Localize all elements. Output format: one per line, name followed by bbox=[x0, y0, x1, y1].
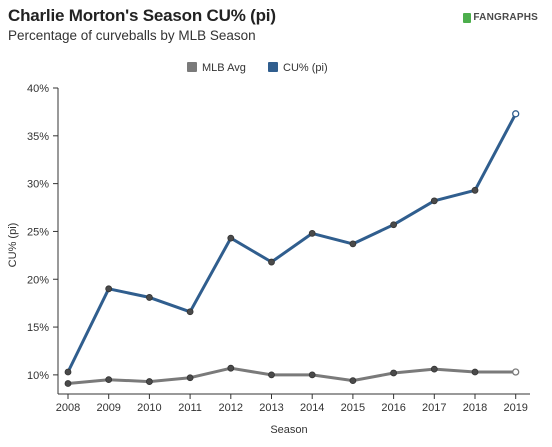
data-point-cu-pi[interactable] bbox=[390, 221, 398, 229]
data-point-cu-pi[interactable] bbox=[512, 110, 520, 118]
y-tick-label: 40% bbox=[27, 83, 49, 95]
series-line-cu-pi bbox=[66, 113, 518, 373]
series-line-mlb-avg bbox=[67, 366, 516, 385]
x-tick-label: 2018 bbox=[463, 402, 487, 414]
chart-title: Charlie Morton's Season CU% (pi) bbox=[8, 6, 276, 25]
y-tick-label: 10% bbox=[27, 370, 49, 382]
x-tick-label: 2017 bbox=[422, 402, 446, 414]
data-point-mlb-avg[interactable] bbox=[512, 368, 520, 376]
data-point-cu-pi[interactable] bbox=[227, 234, 235, 242]
data-point-mlb-avg[interactable] bbox=[64, 380, 72, 387]
y-tick-label: 15% bbox=[27, 322, 49, 334]
chart-subtitle: Percentage of curveballs by MLB Season bbox=[8, 28, 256, 43]
x-tick-label: 2014 bbox=[300, 402, 324, 414]
x-tick-label: 2012 bbox=[219, 402, 243, 414]
fangraphs-logo: FANGRAPHS bbox=[463, 12, 538, 23]
x-tick-label: 2009 bbox=[96, 402, 120, 414]
data-point-cu-pi[interactable] bbox=[308, 229, 316, 237]
data-point-mlb-avg[interactable] bbox=[227, 364, 235, 372]
data-point-mlb-avg[interactable] bbox=[268, 371, 275, 379]
legend-swatch-cu-pi bbox=[268, 62, 278, 72]
fangraphs-logo-text: FANGRAPHS bbox=[473, 12, 538, 23]
x-tick-label: 2008 bbox=[56, 402, 80, 414]
x-tick-label: 2013 bbox=[259, 402, 283, 414]
data-point-mlb-avg[interactable] bbox=[349, 377, 357, 385]
data-point-cu-pi[interactable] bbox=[471, 186, 479, 194]
data-point-cu-pi[interactable] bbox=[105, 285, 113, 293]
x-tick-label: 2016 bbox=[381, 402, 405, 414]
data-point-cu-pi[interactable] bbox=[268, 258, 275, 266]
legend: MLB Avg CU% (pi) bbox=[187, 62, 328, 74]
data-point-mlb-avg[interactable] bbox=[471, 368, 479, 376]
fangraphs-logo-icon bbox=[463, 12, 472, 23]
y-tick-label: 25% bbox=[27, 226, 49, 238]
series-layer bbox=[64, 110, 520, 387]
data-point-cu-pi[interactable] bbox=[349, 240, 357, 248]
data-point-cu-pi[interactable] bbox=[430, 197, 438, 205]
x-axis-label: Season bbox=[270, 424, 307, 436]
x-tick-label: 2010 bbox=[137, 402, 161, 414]
data-point-mlb-avg[interactable] bbox=[145, 378, 153, 385]
y-tick-label: 20% bbox=[27, 274, 49, 286]
legend-label-mlb-avg[interactable]: MLB Avg bbox=[202, 62, 246, 74]
y-tick-label: 35% bbox=[27, 131, 49, 143]
x-tick-label: 2015 bbox=[341, 402, 365, 414]
y-tick-label: 30% bbox=[27, 179, 49, 191]
legend-label-cu-pi[interactable]: CU% (pi) bbox=[283, 62, 328, 74]
x-tick-label: 2011 bbox=[178, 402, 202, 414]
legend-swatch-mlb-avg bbox=[187, 62, 197, 72]
data-point-cu-pi[interactable] bbox=[186, 308, 194, 316]
data-point-mlb-avg[interactable] bbox=[186, 374, 194, 382]
data-point-cu-pi[interactable] bbox=[145, 294, 153, 301]
data-point-mlb-avg[interactable] bbox=[308, 371, 316, 379]
axes: 10% 15% 20% 25% 30% 35% 40% 2008 2009 2010 2011 201… bbox=[27, 83, 530, 414]
data-point-mlb-avg[interactable] bbox=[105, 376, 113, 384]
data-point-cu-pi[interactable] bbox=[64, 368, 72, 376]
data-point-mlb-avg[interactable] bbox=[390, 369, 398, 377]
x-tick-label: 2019 bbox=[503, 402, 527, 414]
y-axis-label: CU% (pi) bbox=[7, 223, 19, 268]
data-point-mlb-avg[interactable] bbox=[430, 365, 438, 373]
